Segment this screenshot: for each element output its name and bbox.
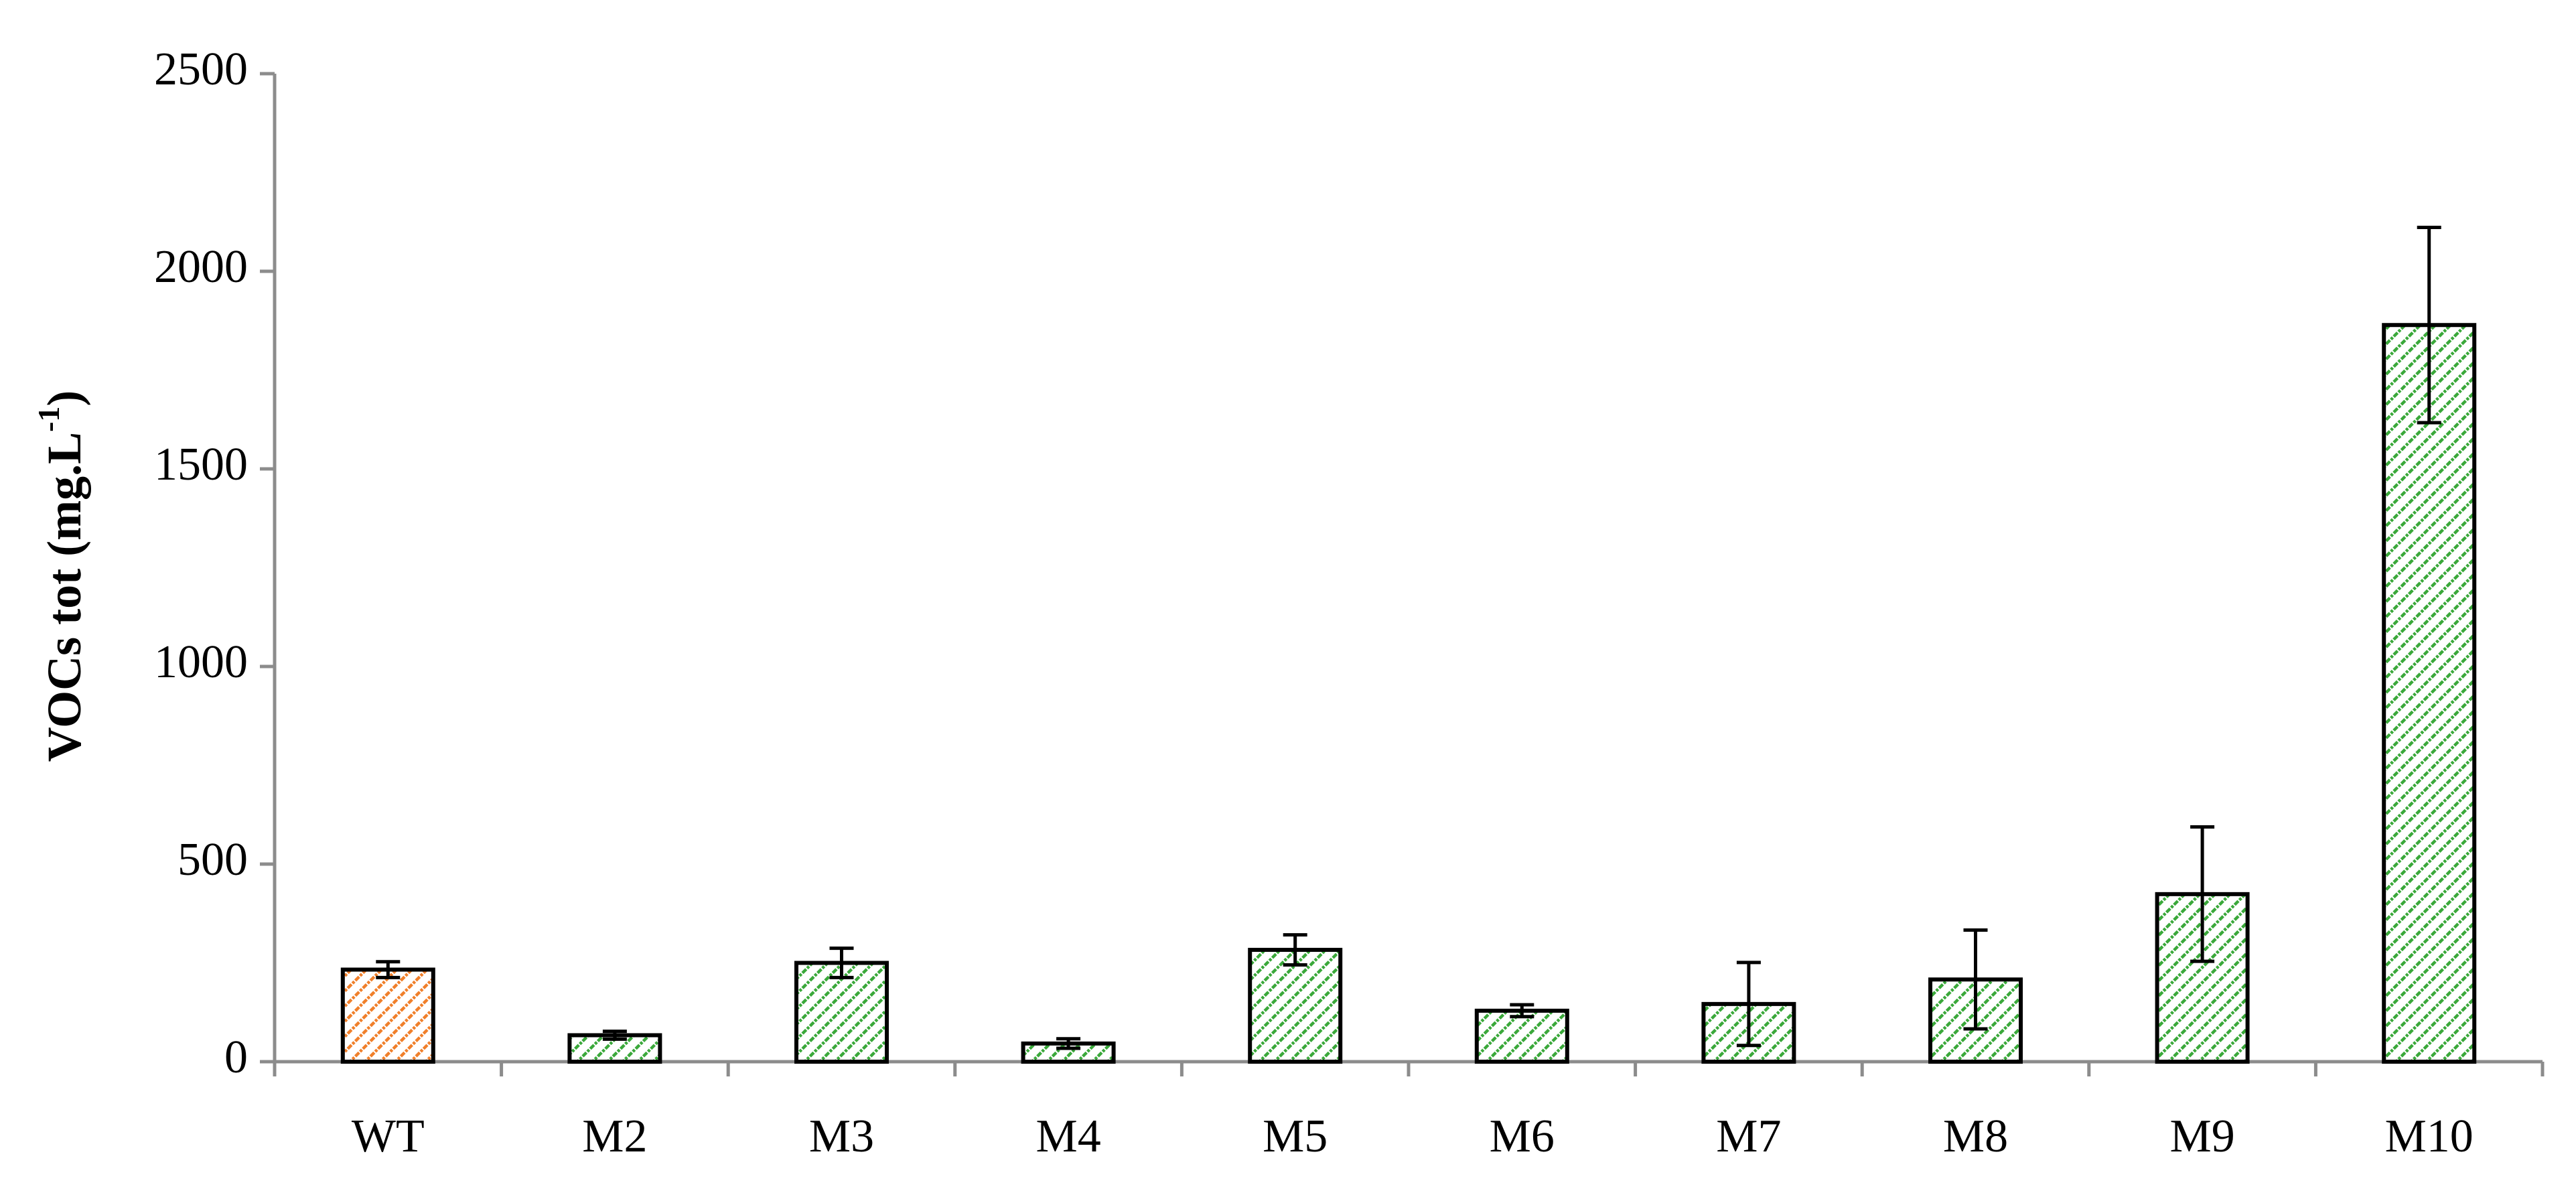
y-tick-label: 1000 (154, 636, 248, 688)
bar (340, 967, 435, 1064)
bar (1248, 948, 1343, 1064)
y-tick-label: 1500 (154, 439, 248, 490)
x-tick-label: M5 (1263, 1111, 1328, 1162)
x-tick-label: WT (352, 1111, 425, 1162)
x-tick-label: M6 (1490, 1111, 1555, 1162)
bar (1474, 1008, 1569, 1064)
error-bar (1283, 933, 1307, 967)
x-tick-label: M8 (1943, 1111, 2008, 1162)
error-bar (376, 960, 401, 979)
y-tick-label: 500 (177, 834, 248, 886)
x-tick-label: M3 (809, 1111, 874, 1162)
bar (794, 961, 889, 1064)
x-tick-label: M10 (2385, 1111, 2474, 1162)
error-bar (2190, 825, 2215, 963)
y-axis-label-part: -1 (31, 407, 66, 432)
error-bar (602, 1030, 627, 1041)
error-bar (1963, 928, 1988, 1031)
y-tick-label: 2500 (154, 44, 248, 95)
x-tick-label: M4 (1035, 1111, 1100, 1162)
y-axis-label-part: ) (38, 391, 91, 407)
error-bar (1736, 961, 1761, 1048)
x-tick-label: M7 (1716, 1111, 1781, 1162)
y-axis-label-part: VOCs tot (mg.L (38, 432, 91, 762)
error-bar (1510, 1003, 1534, 1019)
error-bar (1056, 1037, 1081, 1050)
y-axis-label: VOCs tot (mg.L-1) (31, 391, 90, 762)
x-tick-label: M9 (2169, 1111, 2234, 1162)
error-bar (829, 946, 854, 979)
bar (2382, 323, 2477, 1064)
x-tick-label: M2 (582, 1111, 647, 1162)
error-bar (2417, 226, 2441, 425)
y-tick-label: 2000 (154, 241, 248, 293)
y-tick-label: 0 (224, 1032, 248, 1083)
